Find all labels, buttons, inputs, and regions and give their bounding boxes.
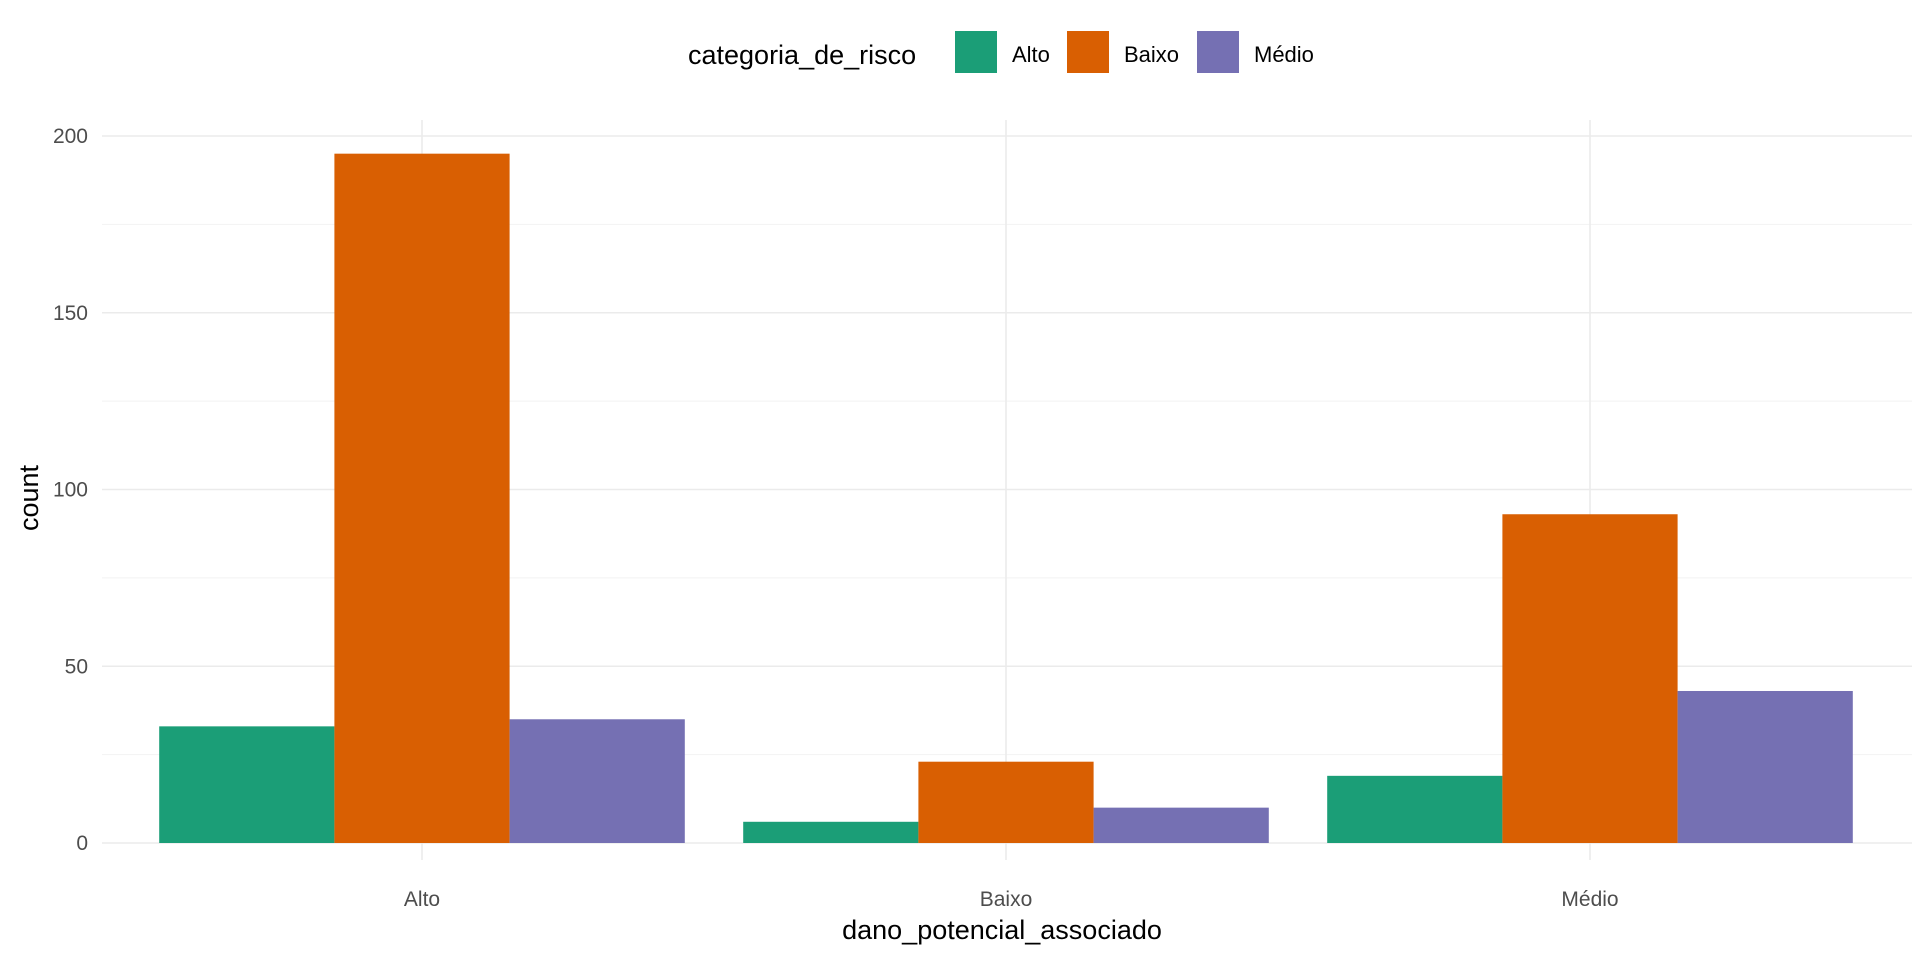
x-tick-label: Médio xyxy=(1561,888,1618,911)
y-tick-label: 100 xyxy=(53,479,88,502)
bars xyxy=(159,153,1853,844)
y-axis-ticks: 0 50 100 150 200 xyxy=(53,125,88,855)
bar xyxy=(334,153,510,844)
bar xyxy=(1677,690,1853,843)
legend-swatch xyxy=(1067,31,1109,73)
legend-swatch xyxy=(1197,31,1239,73)
x-tick-label: Baixo xyxy=(980,888,1033,911)
legend-title: categoria_de_risco xyxy=(688,40,916,70)
bar xyxy=(509,719,685,843)
bar xyxy=(1093,807,1269,843)
y-tick-label: 0 xyxy=(76,832,88,855)
bar xyxy=(1327,775,1503,843)
x-axis-ticks: Alto Baixo Médio xyxy=(404,888,1619,911)
legend-label: Alto xyxy=(1012,42,1050,67)
bar xyxy=(918,761,1094,843)
x-tick-label: Alto xyxy=(404,888,440,911)
bar xyxy=(1502,514,1678,843)
legend-items: Alto Baixo Médio xyxy=(955,31,1314,73)
legend-label: Baixo xyxy=(1124,42,1179,67)
bar xyxy=(159,726,335,843)
y-axis-title: count xyxy=(14,464,44,531)
y-tick-label: 50 xyxy=(65,655,88,678)
legend-label: Médio xyxy=(1254,42,1314,67)
bar xyxy=(743,821,919,843)
y-tick-label: 150 xyxy=(53,302,88,325)
x-axis-title: dano_potencial_associado xyxy=(842,915,1162,945)
legend: categoria_de_risco Alto Baixo Médio xyxy=(688,31,1314,73)
legend-swatch xyxy=(955,31,997,73)
y-tick-label: 200 xyxy=(53,125,88,148)
